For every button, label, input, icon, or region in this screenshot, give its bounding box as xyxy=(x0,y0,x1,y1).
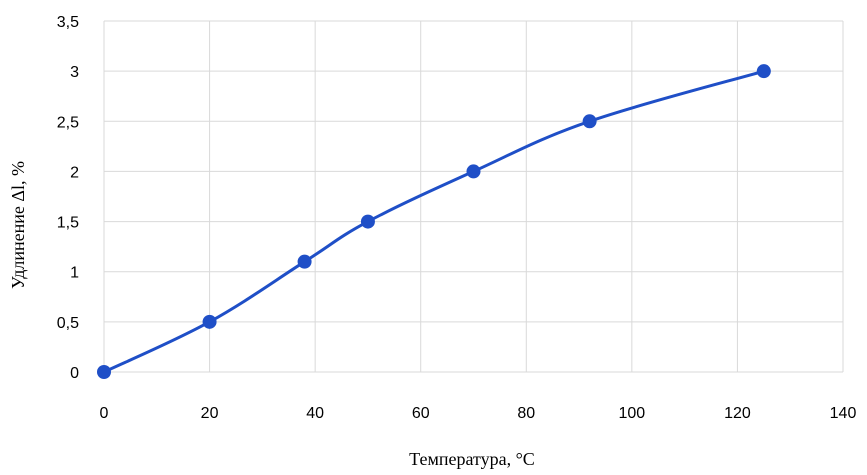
y-tick-label: 0,5 xyxy=(57,315,79,332)
y-axis-title: Удлинение Δl, % xyxy=(8,161,28,289)
x-tick-label: 100 xyxy=(619,405,646,422)
y-tick-label: 2,5 xyxy=(57,114,79,131)
data-point xyxy=(297,254,312,269)
y-tick-label: 3 xyxy=(70,64,79,81)
data-point xyxy=(202,314,217,329)
data-point xyxy=(466,164,481,179)
y-tick-label: 1,5 xyxy=(57,215,79,232)
x-axis-title: Температура, °C xyxy=(409,449,535,469)
x-axis-ticks: 0 20 40 60 80 100 120 140 xyxy=(100,405,857,422)
y-axis-ticks: 0 0,5 1 1,5 2 2,5 3 3,5 xyxy=(57,14,79,382)
data-point xyxy=(360,214,375,229)
x-tick-label: 120 xyxy=(724,405,751,422)
y-tick-label: 1 xyxy=(70,265,79,282)
data-point xyxy=(582,114,597,129)
x-tick-label: 40 xyxy=(306,405,324,422)
x-tick-label: 0 xyxy=(100,405,109,422)
x-tick-label: 80 xyxy=(517,405,535,422)
y-tick-label: 3,5 xyxy=(57,14,79,31)
y-tick-label: 2 xyxy=(70,164,79,181)
data-point xyxy=(756,64,771,79)
x-tick-label: 140 xyxy=(830,405,857,422)
y-tick-label: 0 xyxy=(70,365,79,382)
data-point xyxy=(97,365,111,379)
x-tick-label: 60 xyxy=(412,405,430,422)
x-tick-label: 20 xyxy=(201,405,219,422)
series xyxy=(97,64,771,379)
